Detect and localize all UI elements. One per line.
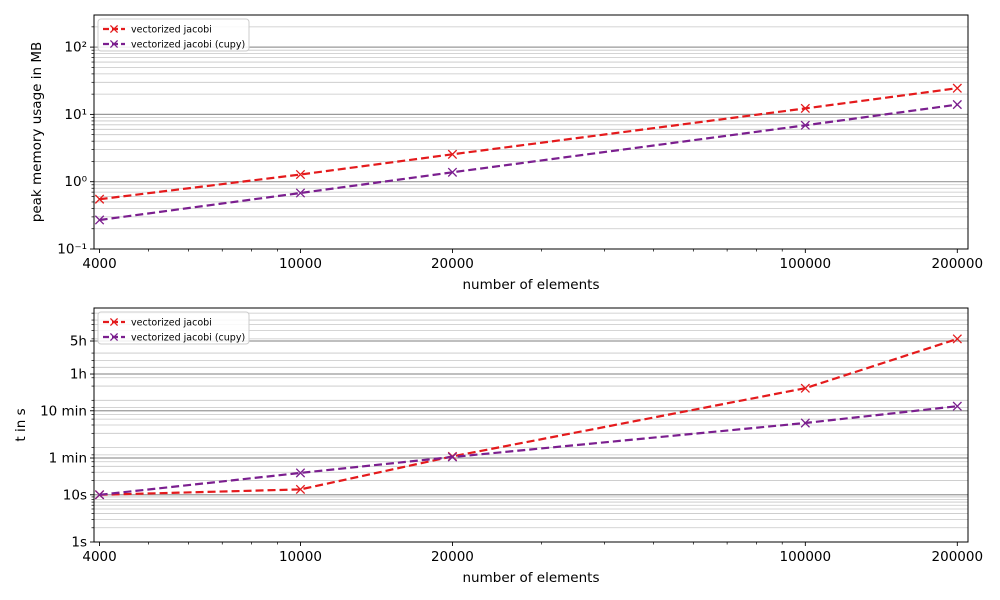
x-tick-label: 10000 bbox=[279, 549, 322, 565]
x-tick-label: 200000 bbox=[932, 549, 984, 565]
x-axis-label: number of elements bbox=[463, 570, 600, 586]
legend: vectorized jacobi vectorized jacobi (cupy… bbox=[97, 18, 250, 52]
data-point bbox=[94, 194, 105, 204]
y-tick-label: 10s bbox=[63, 487, 87, 503]
x-tick-label: 100000 bbox=[780, 256, 832, 272]
legend-box bbox=[97, 311, 250, 345]
data-point bbox=[800, 383, 810, 393]
data-point bbox=[952, 99, 962, 110]
chart-panel-1: 10⁻¹ 10⁰ 10¹ 10² 4000 10000 20000 100000 200000 n… bbox=[29, 14, 984, 293]
y-tick-label: 5h bbox=[70, 334, 87, 350]
data-point bbox=[447, 167, 458, 177]
x-tick-label: 20000 bbox=[431, 549, 474, 565]
data-point bbox=[295, 468, 306, 478]
data-point bbox=[952, 334, 962, 344]
y-tick-label: 10⁰ bbox=[64, 174, 87, 190]
legend-marker bbox=[109, 332, 119, 342]
legend-label: vectorized jacobi (cupy) bbox=[131, 40, 245, 51]
data-point bbox=[447, 149, 458, 160]
chart-panel-2: 1s 10s 1 min 10 min 1h 5h 4000 10000 20000 100000… bbox=[13, 307, 984, 586]
data-point bbox=[295, 188, 306, 198]
axes-frame bbox=[93, 307, 969, 543]
axes-frame bbox=[93, 14, 969, 250]
data-point bbox=[295, 484, 306, 495]
legend-box bbox=[97, 18, 250, 52]
legend-label: vectorized jacobi bbox=[131, 25, 212, 36]
x-tick-label: 10000 bbox=[279, 256, 322, 272]
legend-label: vectorized jacobi bbox=[131, 318, 212, 329]
legend-marker bbox=[109, 317, 119, 327]
legend: vectorized jacobi vectorized jacobi (cupy… bbox=[97, 311, 250, 345]
y-tick-label: 1h bbox=[70, 367, 87, 383]
y-tick-label: 1 min bbox=[49, 451, 87, 467]
data-point bbox=[952, 83, 962, 93]
data-point bbox=[952, 401, 962, 411]
data-point bbox=[94, 490, 105, 500]
data-point bbox=[800, 103, 810, 114]
x-tick-label: 4000 bbox=[82, 256, 116, 272]
x-axis-label: number of elements bbox=[463, 277, 600, 293]
legend-marker bbox=[109, 24, 119, 34]
y-tick-label: 10² bbox=[64, 40, 87, 56]
x-tick-label: 20000 bbox=[431, 256, 474, 272]
y-tick-label: 10⁻¹ bbox=[57, 242, 87, 258]
series-line-1 bbox=[99, 87, 958, 201]
x-tick-label: 100000 bbox=[780, 549, 832, 565]
data-point bbox=[94, 215, 105, 225]
y-axis-label: t in s bbox=[13, 408, 29, 441]
legend-label: vectorized jacobi (cupy) bbox=[131, 333, 245, 344]
legend-marker bbox=[109, 39, 119, 49]
y-axis-label: peak memory usage in MB bbox=[29, 42, 45, 223]
data-point bbox=[800, 418, 810, 428]
data-point bbox=[800, 120, 810, 130]
y-tick-label: 10 min bbox=[40, 403, 87, 419]
series-line-2 bbox=[99, 103, 958, 222]
y-tick-label: 1s bbox=[71, 535, 87, 551]
plot-area bbox=[94, 83, 962, 225]
x-tick-label: 4000 bbox=[82, 549, 116, 565]
data-point bbox=[295, 169, 306, 180]
x-tick-label: 200000 bbox=[932, 256, 984, 272]
y-tick-label: 10¹ bbox=[64, 107, 87, 123]
series-line-1 bbox=[99, 337, 958, 496]
plot-area bbox=[94, 334, 962, 500]
data-point bbox=[447, 452, 458, 462]
